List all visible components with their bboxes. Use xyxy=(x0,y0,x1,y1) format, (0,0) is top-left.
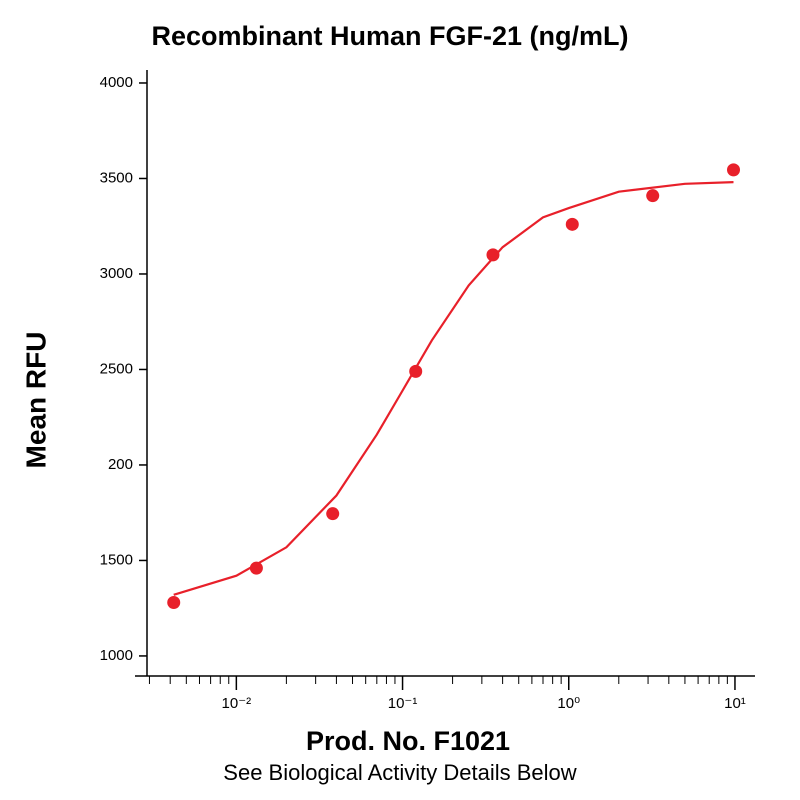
y-axis-label: Mean RFU xyxy=(20,332,51,469)
y-tick-label: 3000 xyxy=(100,265,133,282)
x-tick-label: 10¹ xyxy=(724,695,746,712)
x-tick-label: 10⁻¹ xyxy=(388,695,418,712)
data-point xyxy=(727,163,741,177)
y-tick-label: 1500 xyxy=(100,551,133,568)
x-axis-label: Prod. No. F1021 xyxy=(306,726,510,756)
x-tick-label: 10⁻² xyxy=(222,695,252,712)
data-point xyxy=(326,507,340,521)
data-point xyxy=(565,217,579,231)
fit-line xyxy=(173,181,734,596)
y-tick-label: 4000 xyxy=(100,74,133,91)
data-point xyxy=(249,561,263,575)
subtitle: See Biological Activity Details Below xyxy=(223,760,576,785)
x-tick-label: 10⁰ xyxy=(557,695,580,712)
y-tick-label: 2500 xyxy=(100,360,133,377)
data-point xyxy=(646,189,660,203)
chart-title: Recombinant Human FGF-21 (ng/mL) xyxy=(151,21,628,51)
data-point xyxy=(486,248,500,262)
y-tick-label: 3500 xyxy=(100,169,133,186)
y-tick-label: 200 xyxy=(108,456,133,473)
y-tick-label: 1000 xyxy=(100,647,133,664)
data-point xyxy=(167,595,181,609)
